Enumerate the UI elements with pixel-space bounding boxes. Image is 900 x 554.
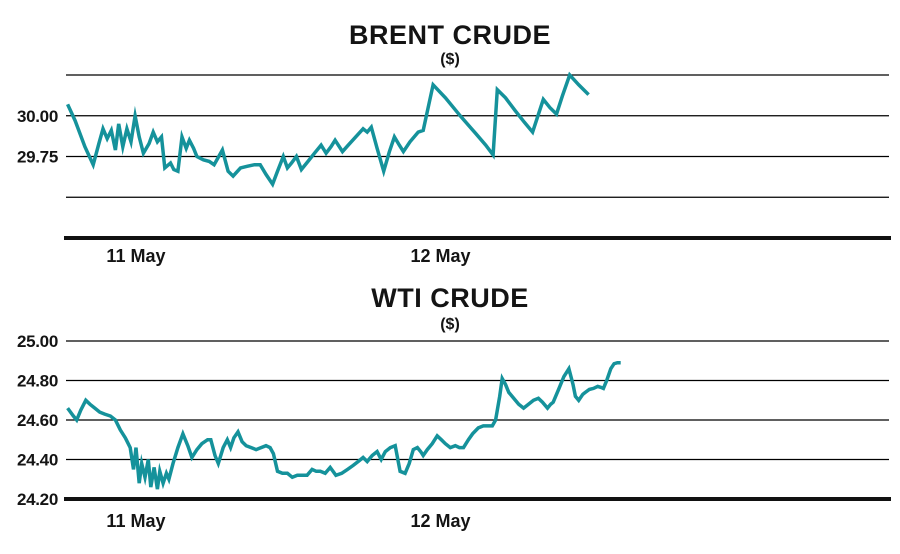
y-tick-label: 25.00 [17, 332, 58, 351]
x-tick-label: 11 May [106, 246, 165, 266]
brent-chart-title: BRENT CRUDE [349, 20, 551, 50]
brent-x-axis-labels: 11 May 12 May [106, 246, 470, 266]
wti-x-axis-labels: 11 May 12 May [106, 511, 470, 531]
y-tick-label: 29.75 [17, 148, 58, 167]
y-tick-label: 24.60 [17, 411, 58, 430]
chart-wti: WTI CRUDE ($) 25.0024.8024.6024.4024.20 … [17, 283, 891, 531]
brent-gridlines [64, 74, 891, 240]
y-tick-label: 24.40 [17, 451, 58, 470]
y-tick-label: 24.20 [17, 490, 58, 509]
wti-gridlines [64, 340, 891, 501]
x-tick-label: 12 May [410, 246, 470, 266]
y-tick-label: 30.00 [17, 107, 58, 126]
wti-y-axis-labels: 25.00 24.80 24.60 24.40 24.20 [17, 332, 58, 509]
wti-chart-subtitle: ($) [440, 316, 460, 333]
x-tick-label: 12 May [410, 511, 470, 531]
brent-y-axis-labels: 30.00 29.75 [17, 107, 58, 167]
y-tick-label: 24.80 [17, 372, 58, 391]
brent-price-line [66, 71, 590, 188]
x-tick-label: 11 May [106, 511, 165, 531]
brent-chart-subtitle: ($) [440, 51, 460, 68]
wti-chart-title: WTI CRUDE [371, 283, 528, 313]
chart-brent: BRENT CRUDE ($) 30.00 29.75 11 May 12 May [17, 20, 891, 266]
wti-price-line [66, 360, 621, 490]
